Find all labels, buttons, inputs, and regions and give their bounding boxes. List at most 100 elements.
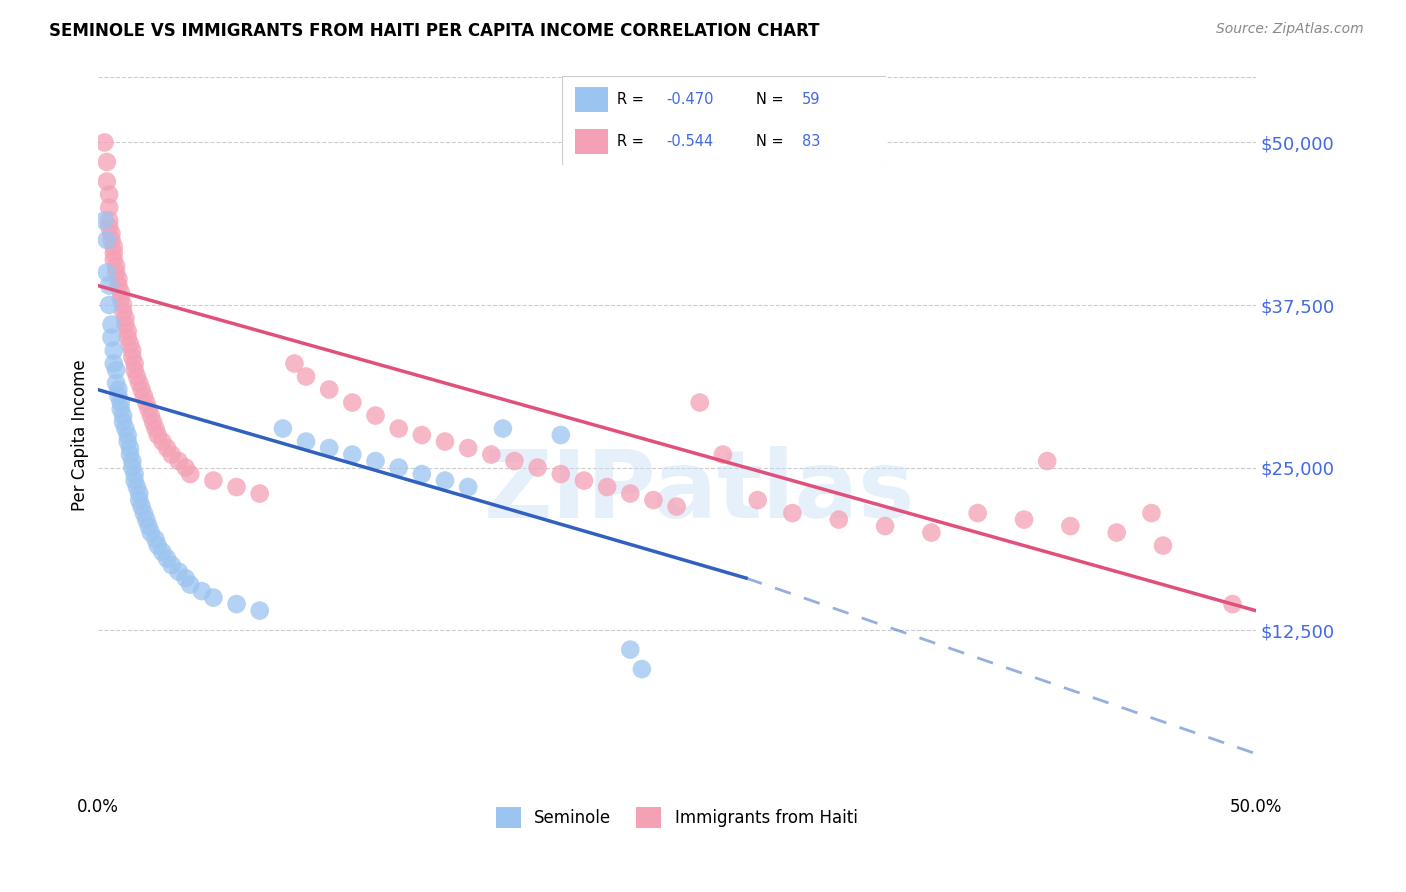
- Point: [138, 519, 160, 533]
- Point: [93, 213, 115, 227]
- Point: [132, 389, 155, 403]
- Point: [665, 500, 688, 514]
- Point: [433, 434, 456, 449]
- Text: 59: 59: [801, 92, 820, 106]
- Point: [125, 480, 148, 494]
- Point: [124, 357, 146, 371]
- Point: [103, 246, 125, 260]
- Point: [105, 376, 128, 390]
- Point: [152, 545, 174, 559]
- Point: [112, 415, 135, 429]
- Point: [1152, 539, 1174, 553]
- Point: [96, 265, 118, 279]
- Point: [112, 298, 135, 312]
- Text: -0.544: -0.544: [666, 135, 713, 149]
- Point: [318, 441, 340, 455]
- Point: [131, 500, 153, 514]
- Point: [271, 421, 294, 435]
- Point: [711, 448, 734, 462]
- Point: [121, 454, 143, 468]
- Point: [142, 415, 165, 429]
- Point: [105, 363, 128, 377]
- Point: [146, 539, 169, 553]
- Point: [117, 434, 139, 449]
- Point: [128, 376, 150, 390]
- Text: Source: ZipAtlas.com: Source: ZipAtlas.com: [1216, 22, 1364, 37]
- Point: [110, 285, 132, 299]
- Point: [202, 474, 225, 488]
- Text: ZIPatlas: ZIPatlas: [484, 446, 915, 538]
- Point: [1036, 454, 1059, 468]
- Point: [249, 486, 271, 500]
- Point: [1012, 512, 1035, 526]
- Point: [179, 467, 201, 481]
- Point: [492, 421, 515, 435]
- Text: N =: N =: [756, 135, 789, 149]
- Point: [1222, 597, 1244, 611]
- FancyBboxPatch shape: [575, 129, 607, 154]
- Point: [124, 467, 146, 481]
- Point: [295, 434, 318, 449]
- Point: [747, 493, 769, 508]
- Point: [96, 233, 118, 247]
- Point: [619, 642, 641, 657]
- Point: [93, 136, 115, 150]
- Point: [98, 278, 121, 293]
- Point: [526, 460, 548, 475]
- Point: [107, 278, 129, 293]
- Text: -0.470: -0.470: [666, 92, 713, 106]
- Point: [167, 454, 190, 468]
- Point: [388, 421, 411, 435]
- Point: [156, 551, 179, 566]
- Point: [202, 591, 225, 605]
- Point: [283, 357, 305, 371]
- Point: [411, 428, 433, 442]
- Point: [128, 493, 150, 508]
- Point: [100, 318, 122, 332]
- Point: [342, 395, 364, 409]
- Point: [152, 434, 174, 449]
- Point: [132, 506, 155, 520]
- Text: 83: 83: [801, 135, 820, 149]
- Point: [1140, 506, 1163, 520]
- Point: [100, 227, 122, 241]
- Point: [167, 565, 190, 579]
- Point: [342, 448, 364, 462]
- Point: [364, 454, 387, 468]
- Text: R =: R =: [617, 135, 650, 149]
- Point: [433, 474, 456, 488]
- Point: [114, 311, 136, 326]
- Point: [145, 421, 167, 435]
- Point: [124, 363, 146, 377]
- Point: [503, 454, 526, 468]
- FancyBboxPatch shape: [575, 87, 607, 112]
- Point: [457, 441, 479, 455]
- Point: [411, 467, 433, 481]
- Point: [139, 409, 162, 423]
- Point: [107, 272, 129, 286]
- Text: SEMINOLE VS IMMIGRANTS FROM HAITI PER CAPITA INCOME CORRELATION CHART: SEMINOLE VS IMMIGRANTS FROM HAITI PER CA…: [49, 22, 820, 40]
- Point: [112, 304, 135, 318]
- Point: [118, 337, 141, 351]
- Point: [110, 292, 132, 306]
- Point: [146, 428, 169, 442]
- Point: [114, 421, 136, 435]
- Point: [249, 604, 271, 618]
- Point: [112, 409, 135, 423]
- Point: [100, 233, 122, 247]
- Legend: Seminole, Immigrants from Haiti: Seminole, Immigrants from Haiti: [489, 801, 865, 834]
- Point: [174, 460, 197, 475]
- Point: [689, 395, 711, 409]
- Point: [121, 343, 143, 358]
- Point: [619, 486, 641, 500]
- Point: [121, 350, 143, 364]
- Point: [107, 389, 129, 403]
- Text: N =: N =: [756, 92, 789, 106]
- Text: R =: R =: [617, 92, 650, 106]
- Point: [388, 460, 411, 475]
- Point: [135, 512, 157, 526]
- Point: [873, 519, 896, 533]
- Point: [131, 383, 153, 397]
- Point: [138, 402, 160, 417]
- Point: [100, 330, 122, 344]
